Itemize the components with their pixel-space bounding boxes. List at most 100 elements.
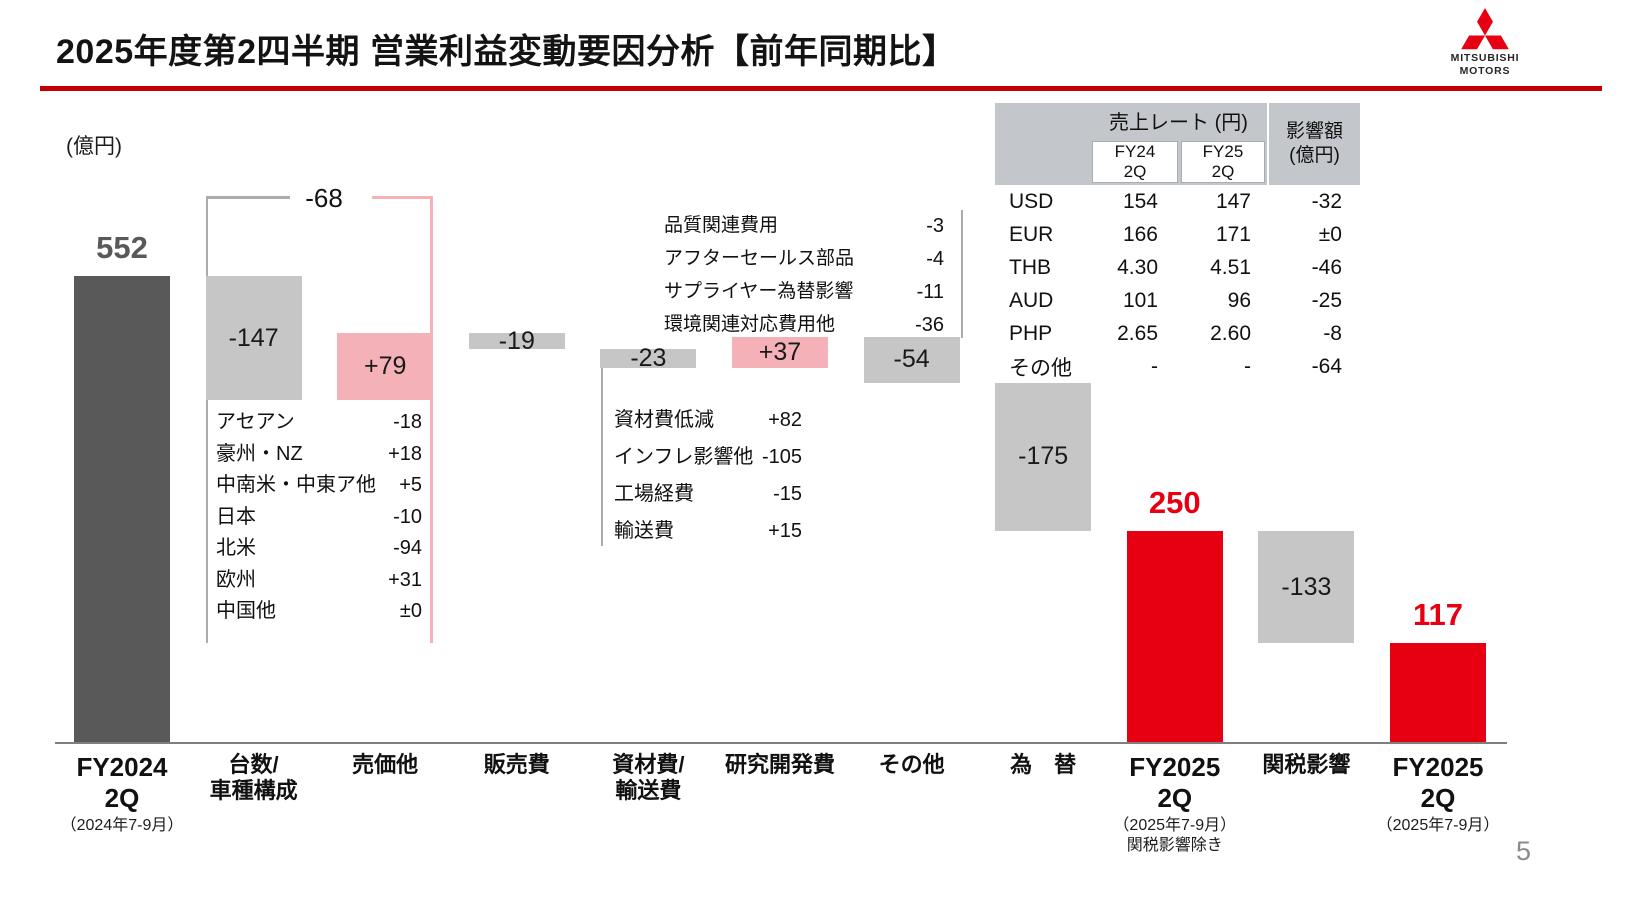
bar-price-other (337, 333, 434, 400)
axis-label-material-logistics: 資材費/ 輸送費 (553, 752, 743, 804)
fx-header-fy24-2q: FY24 2Q (1092, 141, 1178, 183)
page-title: 2025年度第2四半期 営業利益変動要因分析【前年同期比】 (56, 33, 957, 71)
volume-breakdown-row: 北米 -94 (216, 536, 422, 568)
volume-breakdown-label: 欧州 (216, 568, 256, 591)
others-breakdown-label: アフターセールス部品 (664, 248, 855, 270)
fx-currency: その他 (1009, 356, 1072, 380)
fx-table-row: PHP 2.65 2.60 -8 (995, 317, 1360, 350)
axis-label-sub-fy2024-2q: （2024年7-9月） (60, 817, 184, 835)
fx-fy24-rate: 166 (1122, 222, 1158, 246)
others-breakdown-row: サプライヤー為替影響 -11 (664, 276, 944, 309)
axis-label-fy2024-2q: FY2024 2Q （2024年7-9月） (27, 752, 217, 836)
bracket-value: -68 (305, 183, 343, 213)
volume-breakdown-label: 北米 (216, 537, 256, 559)
volume-breakdown-row: 中国他 ±0 (216, 599, 422, 631)
bar-fy2025-2q (1390, 643, 1486, 742)
material-breakdown-label: 輸送費 (614, 519, 674, 542)
fx-table-row: AUD 101 96 -25 (995, 284, 1360, 317)
volume-breakdown-row: 日本 -10 (216, 505, 422, 537)
fx-fy25-rate: 147 (1215, 189, 1251, 213)
material-breakdown-value: +15 (768, 519, 802, 542)
fx-currency: EUR (1009, 222, 1054, 246)
fx-header-impact: 影響額 (億円) (1267, 103, 1360, 185)
material-breakdown-label: 資材費低減 (614, 408, 714, 431)
fx-fy25-rate: 96 (1227, 288, 1251, 312)
volume-breakdown-row: 豪州・NZ +18 (216, 442, 422, 474)
bar-tariff-impact (1258, 530, 1355, 644)
axis-label-sub-fy2025-2q-ex-tariff: （2025年7-9月） 関税影響除き (1113, 817, 1237, 855)
title-underline (40, 86, 1602, 91)
axis-label-fy2025-2q-ex-tariff: FY2025 2Q （2025年7-9月） 関税影響除き (1080, 752, 1270, 856)
material-breakdown-value: -105 (761, 445, 802, 468)
axis-label-tariff-impact: 関税影響 (1211, 752, 1401, 778)
bar-fy2025-2q-ex-tariff (1126, 530, 1223, 742)
axis-label-main-volume-mix: 台数/ 車種構成 (209, 752, 298, 803)
unit-label: (億円) (66, 135, 122, 158)
volume-breakdown-value: -10 (393, 505, 422, 528)
volume-breakdown-value: +18 (388, 442, 422, 465)
axis-label-main-price-other: 売価他 (352, 752, 419, 777)
axis-label-main-tariff-impact: 関税影響 (1262, 752, 1351, 777)
fx-impact: ±0 (1318, 222, 1342, 246)
volume-breakdown-label: 日本 (216, 505, 256, 528)
fx-header-sales-rate: 売上レート (円) (1109, 112, 1248, 134)
axis-label-rnd-expense: 研究開発費 (685, 752, 875, 778)
axis-label-main-fy2024-2q: FY2024 2Q (76, 752, 168, 813)
fx-impact: -64 (1311, 354, 1342, 378)
fx-table-header: 売上レート (円) FY24 2Q FY25 2Q 影響額 (億円) (995, 103, 1360, 185)
fx-fy24-rate: 4.30 (1117, 255, 1158, 279)
others-breakdown-label: 環境関連対応費用他 (664, 314, 836, 336)
fx-currency: PHP (1009, 321, 1053, 345)
volume-breakdown-value: ±0 (399, 600, 422, 622)
axis-label-main-fy2025-2q-ex-tariff: FY2025 2Q (1129, 752, 1221, 813)
axis-label-fy2025-2q: FY2025 2Q （2025年7-9月） (1343, 752, 1533, 836)
others-breakdown-row: 品質関連費用 -3 (664, 210, 944, 243)
axis-label-main-selling-expense: 販売費 (483, 752, 550, 777)
others-breakdown-row: アフターセールス部品 -4 (664, 243, 944, 276)
volume-breakdown-value: -18 (393, 411, 422, 433)
bar-rnd-expense (732, 337, 828, 369)
material-breakdown-label: 工場経費 (614, 482, 694, 505)
others-breakdown-connector (961, 210, 963, 338)
mitsubishi-diamonds-icon (1461, 7, 1509, 50)
fx-table-row: USD 154 147 -32 (995, 185, 1360, 218)
logo-brand-bottom: MOTORS (1459, 65, 1511, 78)
material-breakdown-row: 資材費低減 +82 (614, 402, 802, 439)
bar-value-price-other: +79 (363, 352, 407, 381)
fx-header-fy25-2q: FY25 2Q (1181, 141, 1265, 183)
bracket-line-left (206, 196, 208, 643)
material-breakdown-value: +82 (768, 408, 802, 431)
bar-value-fy2024-2q: 552 (96, 229, 148, 265)
axis-label-main-fy2025-2q: FY2025 2Q (1392, 752, 1484, 813)
fx-currency: USD (1009, 189, 1054, 213)
fx-fy25-rate: 171 (1215, 222, 1251, 246)
bar-value-forex: -175 (1018, 441, 1069, 470)
bar-others (863, 337, 960, 383)
bracket-line-right (430, 196, 433, 643)
fx-impact: -8 (1323, 321, 1342, 345)
volume-breakdown-label: アセアン (216, 411, 295, 433)
axis-label-forex: 為 替 (948, 752, 1138, 778)
bar-value-fy2025-2q-ex-tariff: 250 (1148, 484, 1201, 520)
axis-label-others: その他 (817, 752, 1007, 778)
bar-value-tariff-impact: -133 (1281, 572, 1332, 601)
volume-breakdown-row: 欧州 +31 (216, 568, 422, 600)
bar-value-volume-mix: -147 (228, 323, 279, 352)
volume-breakdown-label: 豪州・NZ (216, 442, 303, 465)
logo-brand-top: MITSUBISHI (1450, 52, 1520, 64)
bar-value-fy2025-2q: 117 (1412, 597, 1463, 633)
others-breakdown-list: 品質関連費用 -3 アフターセールス部品 -4 サプライヤー為替影響 -11 環境関連対応費… (664, 210, 944, 342)
axis-label-main-material-logistics: 資材費/ 輸送費 (612, 752, 685, 803)
volume-breakdown-label: 中国他 (216, 600, 276, 622)
others-breakdown-value: -36 (915, 313, 944, 336)
material-breakdown-list: 資材費低減 +82 インフレ影響他 -105 工場経費 -15 輸送費 +15 (614, 402, 802, 550)
fx-table-body: USD 154 147 -32 EUR 166 171 ±0 THB 4.30 4.51 -46 AUD… (995, 185, 1360, 383)
volume-breakdown-row: 中南米・中東ア他 +5 (216, 473, 422, 505)
material-breakdown-label: インフレ影響他 (614, 445, 754, 468)
material-breakdown-row: インフレ影響他 -105 (614, 439, 802, 476)
fx-table-row: その他 - - -64 (995, 350, 1360, 383)
fx-fy25-rate: 2.60 (1210, 321, 1251, 345)
others-breakdown-value: -4 (926, 247, 944, 270)
material-breakdown-value: -15 (773, 482, 802, 505)
